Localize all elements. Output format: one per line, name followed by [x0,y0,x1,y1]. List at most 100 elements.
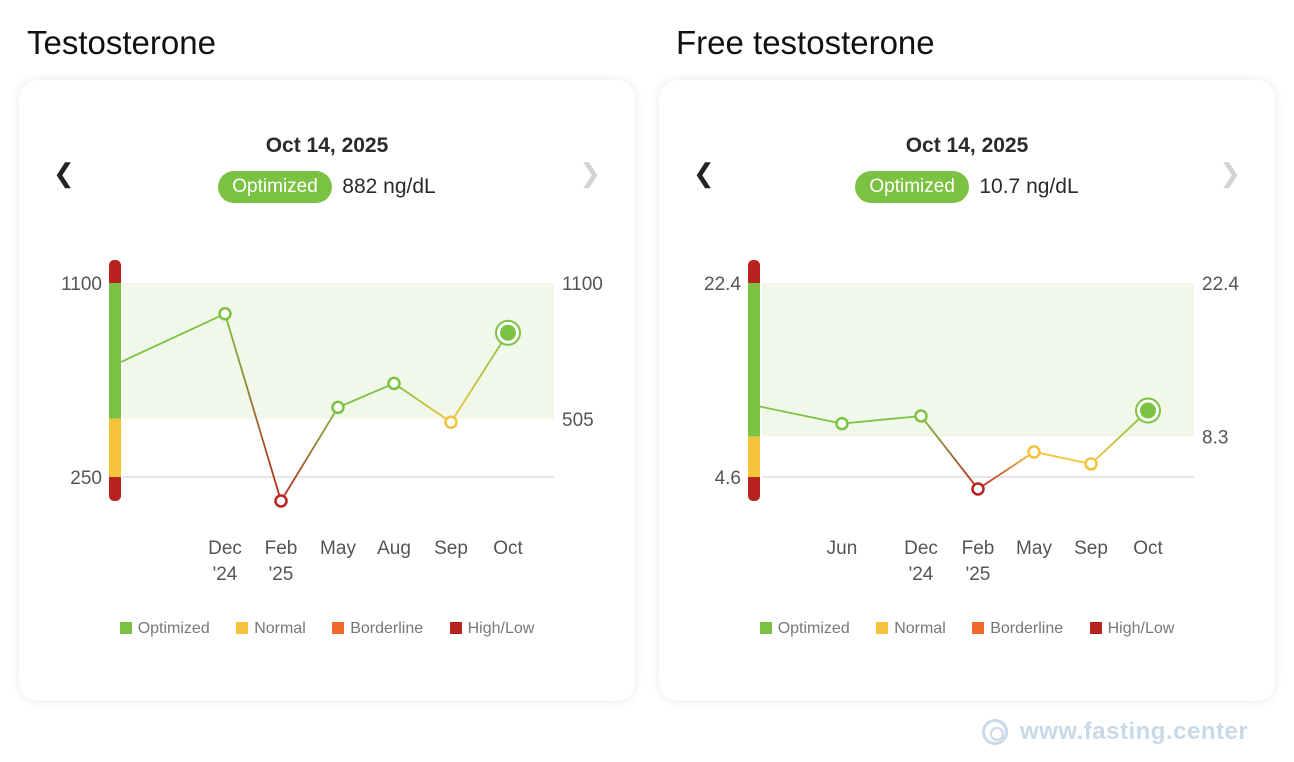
data-point [835,416,849,431]
legend-swatch [876,622,889,634]
x-tick-label: Oct [1133,538,1163,559]
series-line-segment [1033,451,1092,465]
panel-title-free-testosterone: Free testosterone [676,24,935,61]
legend-swatch [236,622,249,634]
legend-item-normal: Normal [236,620,306,638]
series-line-segment [841,415,922,425]
chevron-right-icon[interactable]: ❯ [1219,158,1241,188]
legend-label: Optimized [777,620,850,637]
x-tick-label: '24 [213,564,238,585]
watermark-text: www.fasting.center [1020,718,1249,745]
y-tick-label-left: 1100 [61,274,102,295]
range-bar-high [109,260,121,287]
status-badge: Optimized [855,171,969,203]
legend-label: Borderline [990,620,1064,637]
watermark[interactable]: www.fasting.center [982,718,1248,746]
testosterone-chart: 1100 250 1100 505 Dec '24 Feb '25 May Aug Sep Oct [61,260,603,585]
testosterone-card: Oct 14, 2025 ❮ ❯ Optimized 882 ng/dL 110… [19,80,635,701]
series-line-segment [118,312,226,364]
x-tick-label: May [320,538,356,559]
y-tick-label-right: 505 [562,410,594,431]
legend-swatch [972,622,985,634]
legend-swatch [759,622,772,634]
status-row: Optimized 10.7 ng/dL [659,171,1275,203]
y-tick-label-right: 1100 [562,274,603,295]
series-line-segment [337,382,395,409]
x-tick-label: Feb [265,538,298,559]
legend-swatch [449,622,462,634]
x-tick-label: Aug [377,538,411,559]
legend-item-highlow: High/Low [449,620,535,638]
reading-value: 882 ng/dL [342,175,436,198]
fasting-center-logo-icon [982,719,1008,745]
range-bar-high [748,260,760,287]
x-tick-label: May [1016,538,1052,559]
range-bar-optimized [748,283,760,437]
legend-item-optimized: Optimized [759,620,850,638]
data-point [971,482,985,496]
series-line-segment [977,451,1035,490]
x-tick-label: Dec [208,538,242,559]
legend-label: Normal [894,620,946,637]
panel-title-testosterone: Testosterone [27,24,216,61]
legend: Optimized Normal Borderline High/Low [19,620,635,638]
x-tick-label: Dec [904,538,938,559]
y-tick-label-left: 4.6 [715,468,741,489]
status-badge: Optimized [218,171,332,203]
y-tick-label-right: 22.4 [1202,274,1239,295]
legend-item-normal: Normal [876,620,946,638]
chevron-right-icon[interactable]: ❯ [579,158,601,188]
series-line-segment [224,313,282,502]
data-point [274,494,288,508]
x-tick-label: '24 [909,564,934,585]
y-tick-label-right: 8.3 [1202,428,1228,449]
range-bar-optimized [109,283,121,419]
reading-date: Oct 14, 2025 [265,134,389,157]
series-line-segment [450,332,509,423]
x-tick-label: '25 [269,564,294,585]
chevron-left-icon[interactable]: ❮ [53,158,75,188]
range-bar-low [748,473,760,501]
x-tick-label: Sep [434,538,468,559]
series-line-segment [393,382,452,423]
current-data-point [1140,402,1156,419]
chevron-left-icon[interactable]: ❮ [693,158,715,188]
y-tick-label-left: 22.4 [704,274,741,295]
free-testosterone-chart: 22.4 4.6 22.4 8.3 Jun Dec '24 Feb '25 May Sep Oct [704,260,1239,585]
range-bar-normal [748,436,760,477]
legend-swatch [1089,622,1102,634]
data-point [914,409,928,423]
data-point [218,307,232,321]
series-line-segment [757,405,843,425]
series-line-segment [1090,409,1149,465]
x-tick-label: Jun [827,538,858,559]
x-tick-label: Sep [1074,538,1108,559]
series-line-segment [920,415,979,490]
x-tick-label: Oct [493,538,523,559]
legend: Optimized Normal Borderline High/Low [659,620,1275,638]
legend-label: High/Low [467,620,535,637]
status-row: Optimized 882 ng/dL [19,171,635,203]
legend-item-borderline: Borderline [972,620,1063,638]
x-tick-label: Feb [962,538,995,559]
free-testosterone-card: Oct 14, 2025 ❮ ❯ Optimized 10.7 ng/dL 22… [659,80,1275,701]
current-data-point [500,324,516,341]
legend-swatch [332,622,345,634]
reading-date: Oct 14, 2025 [905,134,1029,157]
legend-label: High/Low [1107,620,1175,637]
data-point [444,415,458,429]
legend-item-highlow: High/Low [1089,620,1175,638]
legend-swatch [119,622,132,634]
range-bar-normal [109,418,121,477]
reading-value: 10.7 ng/dL [979,175,1079,198]
legend-label: Normal [254,620,306,637]
series-line-segment [280,406,339,502]
optimal-range-band [762,283,1194,437]
y-tick-label-left: 250 [70,468,102,489]
data-point [331,400,345,415]
legend-item-borderline: Borderline [332,620,423,638]
optimal-range-band [123,283,554,419]
legend-label: Optimized [137,620,210,637]
range-bar-low [109,473,121,501]
data-point [1084,457,1098,471]
